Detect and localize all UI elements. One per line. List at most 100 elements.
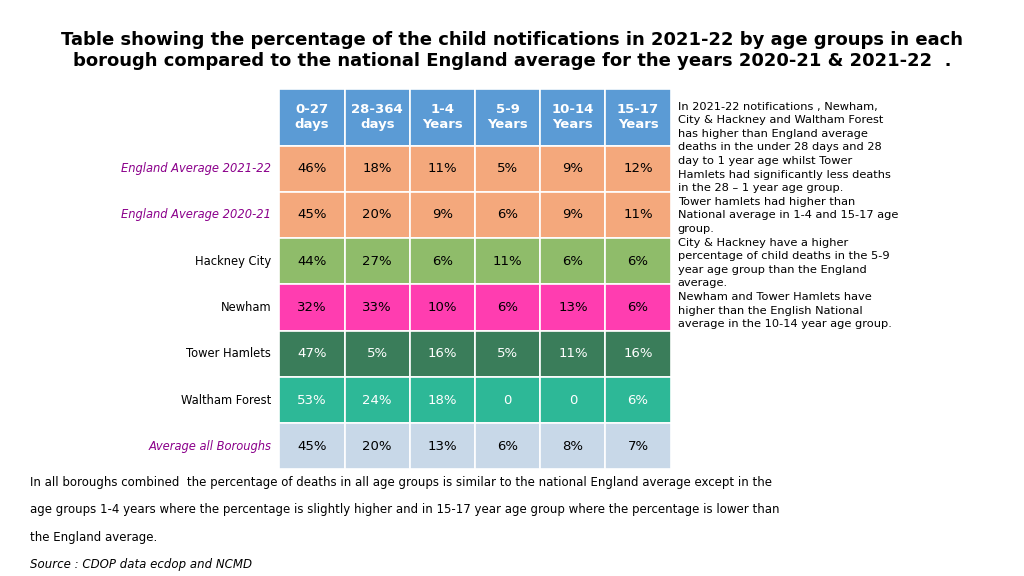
Bar [280, 192, 344, 238]
Text: 6%: 6% [628, 301, 648, 314]
Bar [410, 89, 475, 146]
Text: 5%: 5% [367, 347, 388, 360]
Text: 0: 0 [568, 393, 578, 407]
Text: 13%: 13% [558, 301, 588, 314]
Bar [344, 285, 410, 331]
Bar [605, 285, 671, 331]
Text: 33%: 33% [362, 301, 392, 314]
Text: 6%: 6% [432, 255, 453, 268]
Text: 7%: 7% [628, 440, 648, 453]
Bar [475, 192, 541, 238]
Text: 9%: 9% [562, 162, 584, 175]
Bar [605, 377, 671, 423]
Bar [280, 89, 344, 146]
Text: 20%: 20% [362, 440, 392, 453]
Bar [605, 423, 671, 469]
Bar [541, 377, 605, 423]
Bar [605, 238, 671, 285]
Text: 11%: 11% [493, 255, 522, 268]
Text: 8%: 8% [562, 440, 584, 453]
Bar [344, 192, 410, 238]
Bar [475, 331, 541, 377]
Text: 53%: 53% [297, 393, 327, 407]
Bar [280, 238, 344, 285]
Bar [475, 238, 541, 285]
Bar [280, 423, 344, 469]
Bar [541, 192, 605, 238]
Text: Table showing the percentage of the child notifications in 2021-22 by age groups: Table showing the percentage of the chil… [61, 31, 963, 70]
Text: 11%: 11% [558, 347, 588, 360]
Text: 11%: 11% [624, 209, 653, 221]
Text: 11%: 11% [428, 162, 458, 175]
Bar [344, 423, 410, 469]
Text: age groups 1-4 years where the percentage is slightly higher and in 15-17 year a: age groups 1-4 years where the percentag… [31, 503, 780, 516]
Text: 6%: 6% [497, 301, 518, 314]
Bar [410, 285, 475, 331]
Text: 6%: 6% [497, 209, 518, 221]
Bar [605, 89, 671, 146]
Bar [410, 192, 475, 238]
Bar [475, 423, 541, 469]
Bar [475, 146, 541, 192]
Text: England Average 2021-22: England Average 2021-22 [122, 162, 271, 175]
Bar [475, 89, 541, 146]
Text: 9%: 9% [562, 209, 584, 221]
Bar [605, 192, 671, 238]
Bar [475, 377, 541, 423]
Text: 16%: 16% [428, 347, 457, 360]
Bar [541, 238, 605, 285]
Bar [280, 331, 344, 377]
Text: 16%: 16% [624, 347, 653, 360]
Text: Waltham Forest: Waltham Forest [181, 393, 271, 407]
Bar [344, 146, 410, 192]
Text: 10-14
Years: 10-14 Years [552, 104, 594, 131]
Text: 6%: 6% [562, 255, 584, 268]
Text: 1-4
Years: 1-4 Years [422, 104, 463, 131]
Text: 9%: 9% [432, 209, 453, 221]
Text: 5-9
Years: 5-9 Years [487, 104, 528, 131]
Text: the England average.: the England average. [31, 531, 158, 544]
Bar [344, 89, 410, 146]
Text: 32%: 32% [297, 301, 327, 314]
Text: Source : CDOP data ecdop and NCMD: Source : CDOP data ecdop and NCMD [31, 558, 252, 571]
Text: 46%: 46% [297, 162, 327, 175]
Text: 6%: 6% [628, 393, 648, 407]
Text: 28-364
days: 28-364 days [351, 104, 403, 131]
Bar [344, 238, 410, 285]
Text: 27%: 27% [362, 255, 392, 268]
Bar [344, 331, 410, 377]
Text: England Average 2020-21: England Average 2020-21 [122, 209, 271, 221]
Bar [410, 146, 475, 192]
Text: 15-17
Years: 15-17 Years [617, 104, 659, 131]
Bar [605, 331, 671, 377]
Text: 24%: 24% [362, 393, 392, 407]
Text: In 2021-22 notifications , Newham,
City & Hackney and Waltham Forest
has higher : In 2021-22 notifications , Newham, City … [678, 101, 898, 329]
Text: 13%: 13% [428, 440, 458, 453]
Text: 44%: 44% [297, 255, 327, 268]
Bar [541, 423, 605, 469]
Text: Average all Boroughs: Average all Boroughs [148, 440, 271, 453]
Bar [541, 146, 605, 192]
Text: 6%: 6% [628, 255, 648, 268]
Text: Tower Hamlets: Tower Hamlets [186, 347, 271, 360]
Bar [344, 377, 410, 423]
Text: 5%: 5% [497, 162, 518, 175]
Text: 47%: 47% [297, 347, 327, 360]
Bar [280, 377, 344, 423]
Bar [541, 331, 605, 377]
Text: 0-27
days: 0-27 days [295, 104, 330, 131]
Bar [541, 285, 605, 331]
Text: 18%: 18% [362, 162, 392, 175]
Text: 45%: 45% [297, 209, 327, 221]
Bar [475, 285, 541, 331]
Bar [410, 331, 475, 377]
Bar [410, 238, 475, 285]
Text: 10%: 10% [428, 301, 457, 314]
Text: 45%: 45% [297, 440, 327, 453]
Text: 6%: 6% [497, 440, 518, 453]
Bar [410, 377, 475, 423]
Text: Newham: Newham [221, 301, 271, 314]
Text: Hackney City: Hackney City [196, 255, 271, 268]
Text: 0: 0 [504, 393, 512, 407]
Bar [280, 146, 344, 192]
